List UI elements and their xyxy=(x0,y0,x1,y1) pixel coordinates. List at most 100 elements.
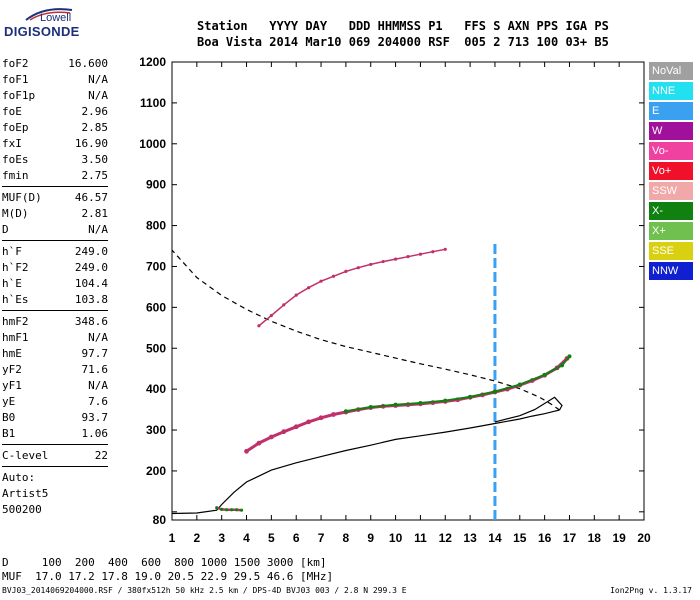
y-tick-label: 1200 xyxy=(139,55,166,69)
o-trace-point xyxy=(281,429,287,435)
legend-item: NNW xyxy=(649,262,693,280)
x-tick-label: 1 xyxy=(169,531,176,545)
auto-scaling-line: Artist5 xyxy=(2,487,49,500)
x-trace-point xyxy=(492,389,497,394)
o-trace-point xyxy=(306,419,312,425)
param-value: 103.8 xyxy=(74,293,108,306)
param-value: N/A xyxy=(88,223,108,236)
y-tick-label: 80 xyxy=(153,513,167,527)
y-tick-label: 600 xyxy=(146,300,166,314)
logo-line1: Lowell xyxy=(40,12,72,24)
second-hop-line xyxy=(258,248,446,327)
second-hop-point xyxy=(418,252,423,256)
plot-marks xyxy=(171,241,572,520)
legend-item: X- xyxy=(649,202,693,220)
version-label: Ion2Png v. 1.3.17 xyxy=(610,586,692,595)
second-hop-point xyxy=(393,257,398,261)
param-divider xyxy=(2,310,108,311)
param-divider xyxy=(2,466,108,467)
legend-item: SSE xyxy=(649,242,693,260)
y-tick-label: 900 xyxy=(146,178,166,192)
logo-line2: DIGISONDE xyxy=(4,24,80,39)
param-name: h`E xyxy=(2,277,22,290)
param-row: foF2 16.600 xyxy=(2,56,108,72)
param-row: h`F 249.0 xyxy=(2,244,108,260)
param-value: 348.6 xyxy=(74,315,108,328)
param-value: 3.50 xyxy=(81,153,109,166)
file-footer: BVJ03_2014069204000.RSF / 380fx512h 50 k… xyxy=(2,586,407,595)
param-row: fxI 16.90 xyxy=(2,136,108,152)
y-tick-label: 1100 xyxy=(140,96,166,110)
x-tick-label: 5 xyxy=(268,531,275,545)
muf-row: MUF 17.0 17.2 17.8 19.0 20.5 22.9 29.5 4… xyxy=(2,570,334,583)
second-hop-point xyxy=(307,286,311,290)
x-tick-label: 2 xyxy=(193,531,200,545)
es-trace-point xyxy=(225,508,229,512)
x-trace-point xyxy=(393,402,398,407)
o-trace-point xyxy=(244,448,249,454)
param-value: 22 xyxy=(94,449,108,462)
param-row: hmE 97.7 xyxy=(2,346,108,362)
x-tick-label: 10 xyxy=(389,531,403,545)
param-value: 249.0 xyxy=(74,261,108,274)
second-hop-point xyxy=(406,255,410,259)
param-value: 2.81 xyxy=(81,207,109,220)
param-name: h`F2 xyxy=(2,261,29,274)
param-row: hmF2 348.6 xyxy=(2,314,108,330)
param-value: 16.600 xyxy=(68,57,108,70)
param-value: 104.4 xyxy=(74,277,108,290)
param-name: hmF1 xyxy=(2,331,29,344)
x-trace-point xyxy=(468,394,473,399)
param-name: hmE xyxy=(2,347,22,360)
auto-scaling-line: 500200 xyxy=(2,503,42,516)
param-row: B1 1.06 xyxy=(2,426,108,442)
second-hop-point xyxy=(431,250,435,254)
y-tick-label: 400 xyxy=(146,382,166,396)
param-name: fxI xyxy=(2,137,22,150)
x-tick-label: 12 xyxy=(439,531,453,545)
param-row: hmF1 N/A xyxy=(2,330,108,346)
param-value: 2.75 xyxy=(81,169,109,182)
header-values: Boa Vista 2014 Mar10 069 204000 RSF 005 … xyxy=(197,35,609,49)
digisonde-logo: Lowell DIGISONDE xyxy=(4,4,144,40)
x-tick-label: 8 xyxy=(343,531,350,545)
es-trace-point xyxy=(239,508,244,512)
param-value: 2.96 xyxy=(81,105,109,118)
second-hop-point xyxy=(257,324,261,328)
y-tick-label: 500 xyxy=(146,341,166,355)
param-name: yF1 xyxy=(2,379,22,392)
station-header: Station YYYY DAY DDD HHMMSS P1 FFS S AXN… xyxy=(197,18,609,50)
param-row: D N/A xyxy=(2,222,108,238)
param-row: h`Es 103.8 xyxy=(2,292,108,308)
y-tick-label: 300 xyxy=(146,423,166,437)
parameter-table: foF2 16.600 foF1 N/A foF1p N/A foE 2.96 foEp 2.85… xyxy=(2,56,108,518)
o-trace-point xyxy=(293,424,299,430)
param-name: h`Es xyxy=(2,293,29,306)
distance-row: D 100 200 400 600 800 1000 1500 3000 [km… xyxy=(2,556,327,569)
o-trace-point xyxy=(256,440,262,446)
param-divider xyxy=(2,240,108,241)
true-height-profile xyxy=(171,409,560,515)
param-row: M(D) 2.81 xyxy=(2,206,108,222)
second-hop-point xyxy=(381,259,385,264)
param-name: foF1p xyxy=(2,89,36,102)
param-value: 46.57 xyxy=(74,191,108,204)
x-trace-point xyxy=(343,409,348,414)
legend: NoVal NNE E W Vo- Vo+ SSW X- X+ SSE NNW xyxy=(649,62,693,282)
param-row: foE 2.96 xyxy=(2,104,108,120)
second-hop-point xyxy=(282,303,286,307)
x-tick-label: 9 xyxy=(367,531,374,545)
x-tick-label: 16 xyxy=(538,531,552,545)
x-tick-label: 4 xyxy=(243,531,250,545)
plot-axes: 1 2 3 4 5 6 7 8 9 10 11 12 13 14 15 16 17 18 19 20802003004… xyxy=(139,55,651,545)
topside-profile xyxy=(171,249,560,411)
second-hop-point xyxy=(269,313,273,318)
legend-item: SSW xyxy=(649,182,693,200)
y-tick-label: 1000 xyxy=(139,137,166,151)
second-hop-point xyxy=(443,247,447,251)
param-name: MUF(D) xyxy=(2,191,42,204)
param-value: 97.7 xyxy=(81,347,109,360)
param-row: foEs 3.50 xyxy=(2,152,108,168)
second-hop-point xyxy=(369,262,373,267)
